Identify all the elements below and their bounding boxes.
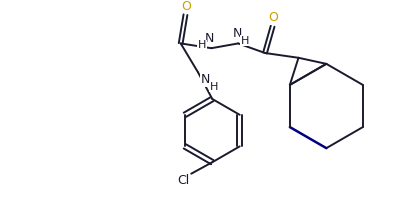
Text: O: O bbox=[269, 11, 278, 24]
Text: N: N bbox=[233, 27, 242, 40]
Text: O: O bbox=[181, 0, 191, 13]
Text: H: H bbox=[241, 35, 249, 46]
Text: N: N bbox=[201, 73, 210, 86]
Text: H: H bbox=[198, 40, 206, 50]
Text: N: N bbox=[205, 32, 214, 45]
Text: Cl: Cl bbox=[177, 174, 190, 187]
Text: H: H bbox=[210, 82, 218, 92]
